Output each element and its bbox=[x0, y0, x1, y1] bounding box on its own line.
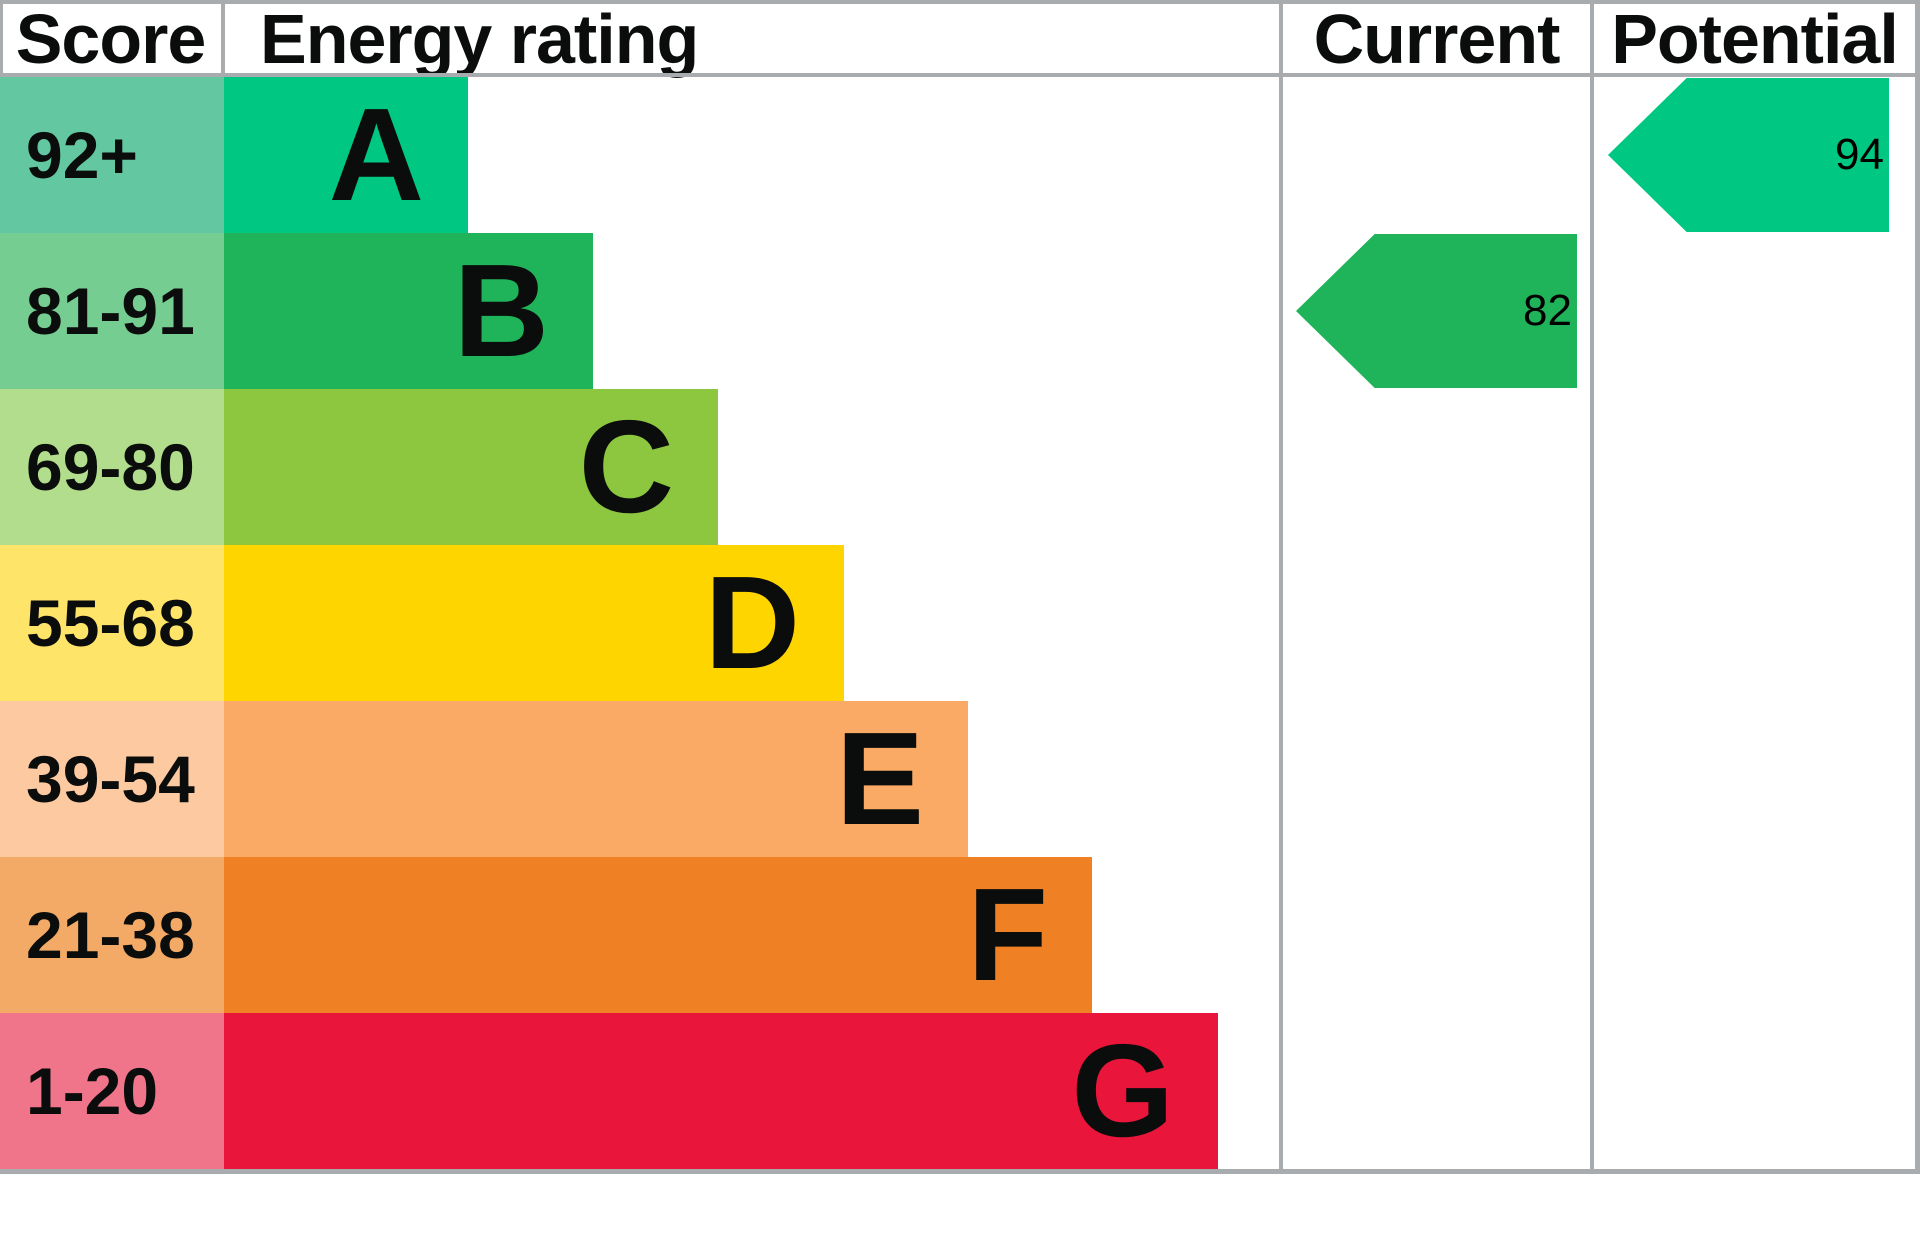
score-range-label: 21-38 bbox=[26, 898, 195, 972]
score-column-header: Score bbox=[0, 0, 221, 78]
band-letter: B bbox=[453, 237, 549, 384]
potential-header-label: Potential bbox=[1611, 0, 1899, 78]
band-letter: A bbox=[328, 81, 424, 228]
header-bottom-border bbox=[0, 73, 1920, 77]
score-range-label: 1-20 bbox=[26, 1054, 159, 1128]
score-cell-b: 81-91 bbox=[0, 233, 224, 389]
score-cell-d: 55-68 bbox=[0, 545, 224, 701]
band-bar-a: A bbox=[224, 77, 468, 233]
potential-rating-value: 94 bbox=[1835, 130, 1884, 179]
band-bar-e: E bbox=[224, 701, 968, 857]
header-left-border bbox=[0, 0, 3, 77]
band-bar-g: G bbox=[224, 1013, 1218, 1169]
band-bar-d: D bbox=[224, 545, 844, 701]
band-letter: D bbox=[704, 549, 800, 696]
band-row-g: 1-20 G bbox=[0, 1013, 1280, 1169]
band-letter: G bbox=[1071, 1017, 1174, 1164]
score-cell-f: 21-38 bbox=[0, 857, 224, 1013]
table-bottom-border bbox=[0, 1169, 1920, 1174]
band-row-f: 21-38 F bbox=[0, 857, 1280, 1013]
score-range-label: 92+ bbox=[26, 118, 138, 192]
score-cell-g: 1-20 bbox=[0, 1013, 224, 1169]
band-row-e: 39-54 E bbox=[0, 701, 1280, 857]
score-cell-c: 69-80 bbox=[0, 389, 224, 545]
score-range-label: 55-68 bbox=[26, 586, 195, 660]
score-range-label: 39-54 bbox=[26, 742, 195, 816]
current-column-header: Current bbox=[1283, 0, 1590, 78]
energy-rating-header-label: Energy rating bbox=[260, 0, 699, 78]
potential-rating-arrow: 94 bbox=[1608, 78, 1889, 232]
band-row-c: 69-80 C bbox=[0, 389, 1280, 545]
score-range-label: 81-91 bbox=[26, 274, 195, 348]
band-bar-c: C bbox=[224, 389, 718, 545]
current-rating-value: 82 bbox=[1523, 286, 1572, 335]
band-bar-f: F bbox=[224, 857, 1092, 1013]
table-right-border bbox=[1915, 0, 1920, 1174]
current-rating-arrow: 82 bbox=[1296, 234, 1577, 388]
table-top-border bbox=[0, 0, 1920, 4]
score-cell-e: 39-54 bbox=[0, 701, 224, 857]
band-row-d: 55-68 D bbox=[0, 545, 1280, 701]
current-header-label: Current bbox=[1313, 0, 1561, 78]
band-letter: F bbox=[967, 861, 1048, 1008]
current-column-divider bbox=[1279, 0, 1283, 1174]
potential-column-divider bbox=[1590, 0, 1594, 1174]
score-column-divider bbox=[221, 0, 225, 77]
score-range-label: 69-80 bbox=[26, 430, 195, 504]
band-letter: C bbox=[578, 393, 674, 540]
band-row-a: 92+ A bbox=[0, 77, 1280, 233]
band-bar-b: B bbox=[224, 233, 593, 389]
energy-rating-column-header: Energy rating bbox=[224, 0, 1279, 78]
band-letter: E bbox=[835, 705, 924, 852]
band-row-b: 81-91 B bbox=[0, 233, 1280, 389]
score-header-label: Score bbox=[15, 0, 207, 78]
band-rows: 92+ A 81-91 B 69-80 C 55-68 bbox=[0, 77, 1280, 1169]
score-cell-a: 92+ bbox=[0, 77, 224, 233]
potential-column-header: Potential bbox=[1594, 0, 1915, 78]
